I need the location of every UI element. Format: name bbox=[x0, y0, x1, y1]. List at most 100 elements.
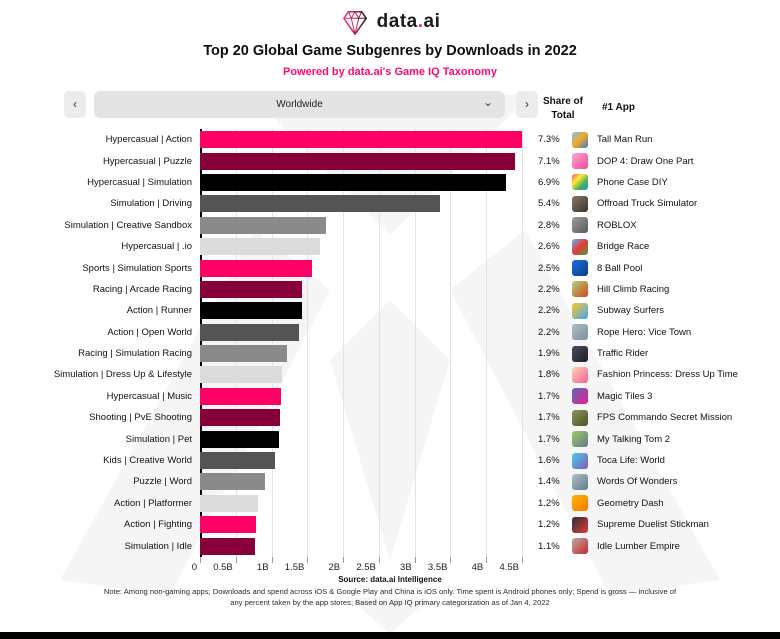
chart-row: Racing | Simulation Racing 1.9% Traffic … bbox=[0, 343, 780, 364]
download-bar bbox=[200, 238, 321, 256]
app-icon bbox=[572, 260, 588, 277]
top-app-name: My Talking Tom 2 bbox=[597, 433, 671, 445]
top-app-name: Geometry Dash bbox=[597, 497, 664, 509]
chart-row: Kids | Creative World 1.6% Toca Life: Wo… bbox=[0, 450, 780, 471]
app-icon bbox=[572, 174, 588, 191]
top-app-name: Hill Climb Racing bbox=[597, 283, 670, 295]
subgenre-label: Hypercasual | Puzzle bbox=[102, 155, 192, 167]
bar-zone bbox=[200, 257, 522, 278]
bar-zone bbox=[200, 407, 522, 428]
top-app-name: Supreme Duelist Stickman bbox=[597, 519, 709, 531]
x-axis: 0 0.5B 1B 1.5B 2B 2.5B 3B 3.5B 4B 4.5B bbox=[192, 557, 523, 577]
chart-row: Simulation | Creative Sandbox 2.8% ROBLO… bbox=[0, 215, 780, 236]
bar-zone bbox=[200, 364, 522, 385]
share-of-total-value: 2.8% bbox=[538, 219, 560, 231]
axis-tick bbox=[271, 557, 273, 563]
chart-rows: Hypercasual | Action 7.3% Tall Man Run H… bbox=[0, 129, 780, 557]
share-of-total-value: 1.7% bbox=[538, 412, 560, 424]
bar-zone bbox=[200, 279, 522, 300]
chart-row: Racing | Arcade Racing 2.2% Hill Climb R… bbox=[0, 279, 780, 300]
download-bar bbox=[200, 387, 281, 405]
share-of-total-value: 5.4% bbox=[538, 198, 560, 210]
share-of-total-value: 1.2% bbox=[538, 497, 560, 509]
subgenre-label: Hypercasual | Action bbox=[105, 134, 192, 146]
share-of-total-value: 1.8% bbox=[538, 369, 560, 381]
chart-row: Hypercasual | Puzzle 7.1% DOP 4: Draw On… bbox=[0, 150, 780, 171]
subgenre-label: Racing | Simulation Racing bbox=[78, 348, 192, 360]
top-app-name: Fashion Princess: Dress Up Time bbox=[597, 369, 738, 381]
app-icon bbox=[572, 281, 588, 298]
app-icon bbox=[572, 345, 588, 362]
chart-row: Action | Fighting 1.2% Supreme Duelist S… bbox=[0, 514, 780, 535]
top-app-name: Idle Lumber Empire bbox=[597, 540, 680, 552]
share-of-total-value: 1.4% bbox=[538, 476, 560, 488]
footnote-line-2: any percent taken by the app stores; Bas… bbox=[230, 598, 550, 607]
share-of-total-value: 2.2% bbox=[538, 283, 560, 295]
axis-tick-label: 1B bbox=[256, 562, 269, 573]
axis-tick-label: 0.5B bbox=[213, 562, 233, 573]
previous-region-button[interactable]: ‹ bbox=[64, 91, 86, 118]
brand-name: data.ai bbox=[376, 11, 441, 32]
app-icon bbox=[572, 366, 588, 383]
page-title: Top 20 Global Game Subgenres by Download… bbox=[203, 43, 577, 59]
axis-tick-label: 2.5B bbox=[356, 562, 376, 573]
subgenre-label: Puzzle | Word bbox=[133, 476, 192, 488]
axis-tick-label: 1.5B bbox=[284, 562, 305, 573]
share-of-total-value: 7.1% bbox=[538, 155, 560, 167]
subgenre-label: Action | Runner bbox=[126, 305, 192, 317]
bar-zone bbox=[200, 450, 522, 471]
bar-zone bbox=[200, 535, 522, 556]
axis-tick-label: 4B bbox=[471, 562, 484, 573]
chart-row: Hypercasual | Simulation 6.9% Phone Case… bbox=[0, 172, 780, 193]
region-dropdown[interactable]: Worldwide ⌄ bbox=[94, 91, 505, 118]
app-icon bbox=[572, 516, 588, 533]
top-app-name: Subway Surfers bbox=[597, 305, 665, 317]
chart-row: Puzzle | Word 1.4% Words Of Wonders bbox=[0, 471, 780, 492]
axis-tick-label: 2B bbox=[328, 562, 341, 573]
bar-zone bbox=[200, 428, 522, 449]
download-bar bbox=[200, 366, 283, 384]
axis-tick bbox=[378, 557, 380, 563]
bar-zone bbox=[200, 493, 522, 514]
share-of-total-value: 2.2% bbox=[538, 305, 560, 317]
subgenre-label: Action | Platformer bbox=[114, 497, 192, 509]
chart-row: Shooting | PvE Shooting 1.7% FPS Command… bbox=[0, 407, 780, 428]
bar-zone bbox=[200, 215, 522, 236]
top-app-name: Toca Life: World bbox=[597, 455, 665, 467]
chart-row: Simulation | Idle 1.1% Idle Lumber Empir… bbox=[0, 535, 780, 556]
share-of-total-column-header: Share of Total bbox=[542, 96, 583, 121]
chart-row: Simulation | Driving 5.4% Offroad Truck … bbox=[0, 193, 780, 214]
chart-row: Hypercasual | Action 7.3% Tall Man Run bbox=[0, 129, 780, 150]
next-region-button[interactable]: › bbox=[516, 91, 538, 118]
top-app-name: Magic Tiles 3 bbox=[597, 390, 653, 402]
page-subtitle: Powered by data.ai's Game IQ Taxonomy bbox=[283, 66, 497, 78]
chart-row: Sports | Simulation Sports 2.5% 8 Ball P… bbox=[0, 257, 780, 278]
share-of-total-value: 1.7% bbox=[538, 390, 560, 402]
chart-row: Action | Runner 2.2% Subway Surfers bbox=[0, 300, 780, 321]
app-icon bbox=[572, 153, 588, 170]
bar-zone bbox=[200, 236, 522, 257]
bar-zone bbox=[200, 322, 522, 343]
axis-tick bbox=[450, 557, 452, 563]
download-bar bbox=[200, 216, 326, 234]
axis-tick-label: 3.5B bbox=[427, 562, 448, 573]
source-line: Source: data.ai Intelligence bbox=[338, 575, 442, 584]
axis-tick bbox=[235, 557, 237, 563]
subgenre-label: Simulation | Dress Up & Lifestyle bbox=[53, 369, 192, 381]
download-bar bbox=[200, 280, 303, 298]
app-icon bbox=[572, 217, 588, 234]
subgenre-label: Simulation | Driving bbox=[110, 198, 192, 210]
axis-tick bbox=[522, 557, 523, 563]
bar-chart: Hypercasual | Action 7.3% Tall Man Run H… bbox=[0, 129, 780, 573]
top-app-name: FPS Commando Secret Mission bbox=[597, 412, 733, 424]
subgenre-label: Simulation | Pet bbox=[125, 433, 192, 445]
top-app-name: ROBLOX bbox=[597, 219, 637, 231]
download-bar bbox=[200, 516, 256, 534]
share-of-total-value: 1.6% bbox=[538, 455, 560, 467]
top-app-name: Phone Case DIY bbox=[597, 176, 668, 188]
download-bar bbox=[200, 409, 281, 427]
download-bar bbox=[200, 131, 522, 149]
download-bar bbox=[200, 473, 266, 491]
bar-zone bbox=[200, 193, 522, 214]
